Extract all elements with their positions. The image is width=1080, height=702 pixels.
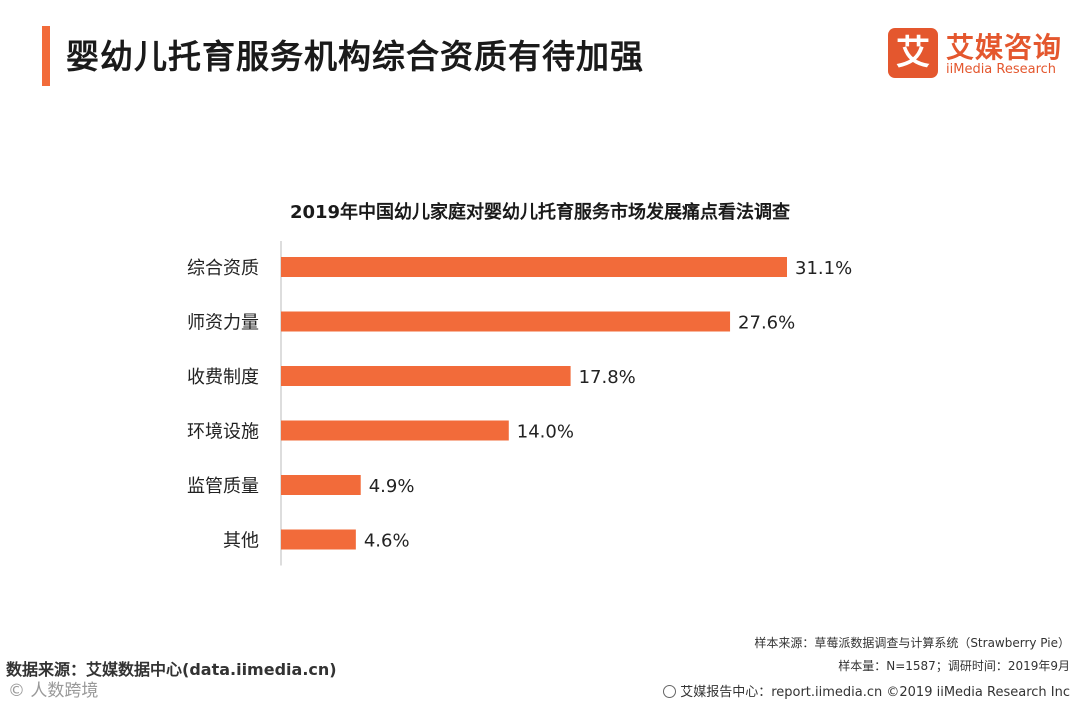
chart-title: 2019年中国幼儿家庭对婴幼儿托育服务市场发展痛点看法调查 xyxy=(289,202,791,223)
title-accent-bar xyxy=(42,26,50,86)
bar xyxy=(281,311,731,332)
value-label: 4.9% xyxy=(369,476,415,497)
watermark: © 人数跨境 xyxy=(8,681,99,701)
iimedia-logo: 艾 艾媒咨询 iiMedia Research xyxy=(888,28,1068,84)
bar xyxy=(281,475,361,495)
category-label: 师资力量 xyxy=(187,313,259,334)
value-label: 31.1% xyxy=(795,258,852,279)
category-label: 收费制度 xyxy=(187,367,259,388)
footer: 艾媒报告中心：report.iimedia.cn ©2019 iiMedia R… xyxy=(663,681,1070,700)
bar xyxy=(281,529,356,550)
value-label: 4.6% xyxy=(364,531,410,552)
bar xyxy=(281,366,571,386)
category-label: 监管质量 xyxy=(187,476,259,497)
value-label: 17.8% xyxy=(579,367,636,388)
page-title: 婴幼儿托育服务机构综合资质有待加强 xyxy=(66,37,644,76)
value-label: 27.6% xyxy=(738,313,795,334)
footer-text: 艾媒报告中心：report.iimedia.cn ©2019 iiMedia R… xyxy=(680,685,1070,700)
bar xyxy=(281,257,787,277)
value-label: 14.0% xyxy=(517,422,574,443)
logo-mark-icon: 艾 xyxy=(888,28,938,78)
sample-size-note: 样本量：N=1587；调研时间：2019年9月 xyxy=(838,659,1070,673)
category-label: 其他 xyxy=(223,531,259,552)
logo-name-cn: 艾媒咨询 xyxy=(946,31,1063,64)
globe-icon xyxy=(663,685,677,698)
data-source-note: 数据来源：艾媒数据中心(data.iimedia.cn) xyxy=(6,660,337,679)
category-label: 环境设施 xyxy=(187,422,259,443)
category-label: 综合资质 xyxy=(187,258,259,279)
logo-name-en: iiMedia Research xyxy=(946,62,1057,77)
sample-source-note: 样本来源：草莓派数据调查与计算系统（Strawberry Pie） xyxy=(754,636,1070,650)
bar xyxy=(281,420,509,441)
bar-chart: 综合资质 31.1% 师资力量 27.6% 收费制度 17.8% 环境设施 14.0% 监管质量… xyxy=(187,241,852,566)
